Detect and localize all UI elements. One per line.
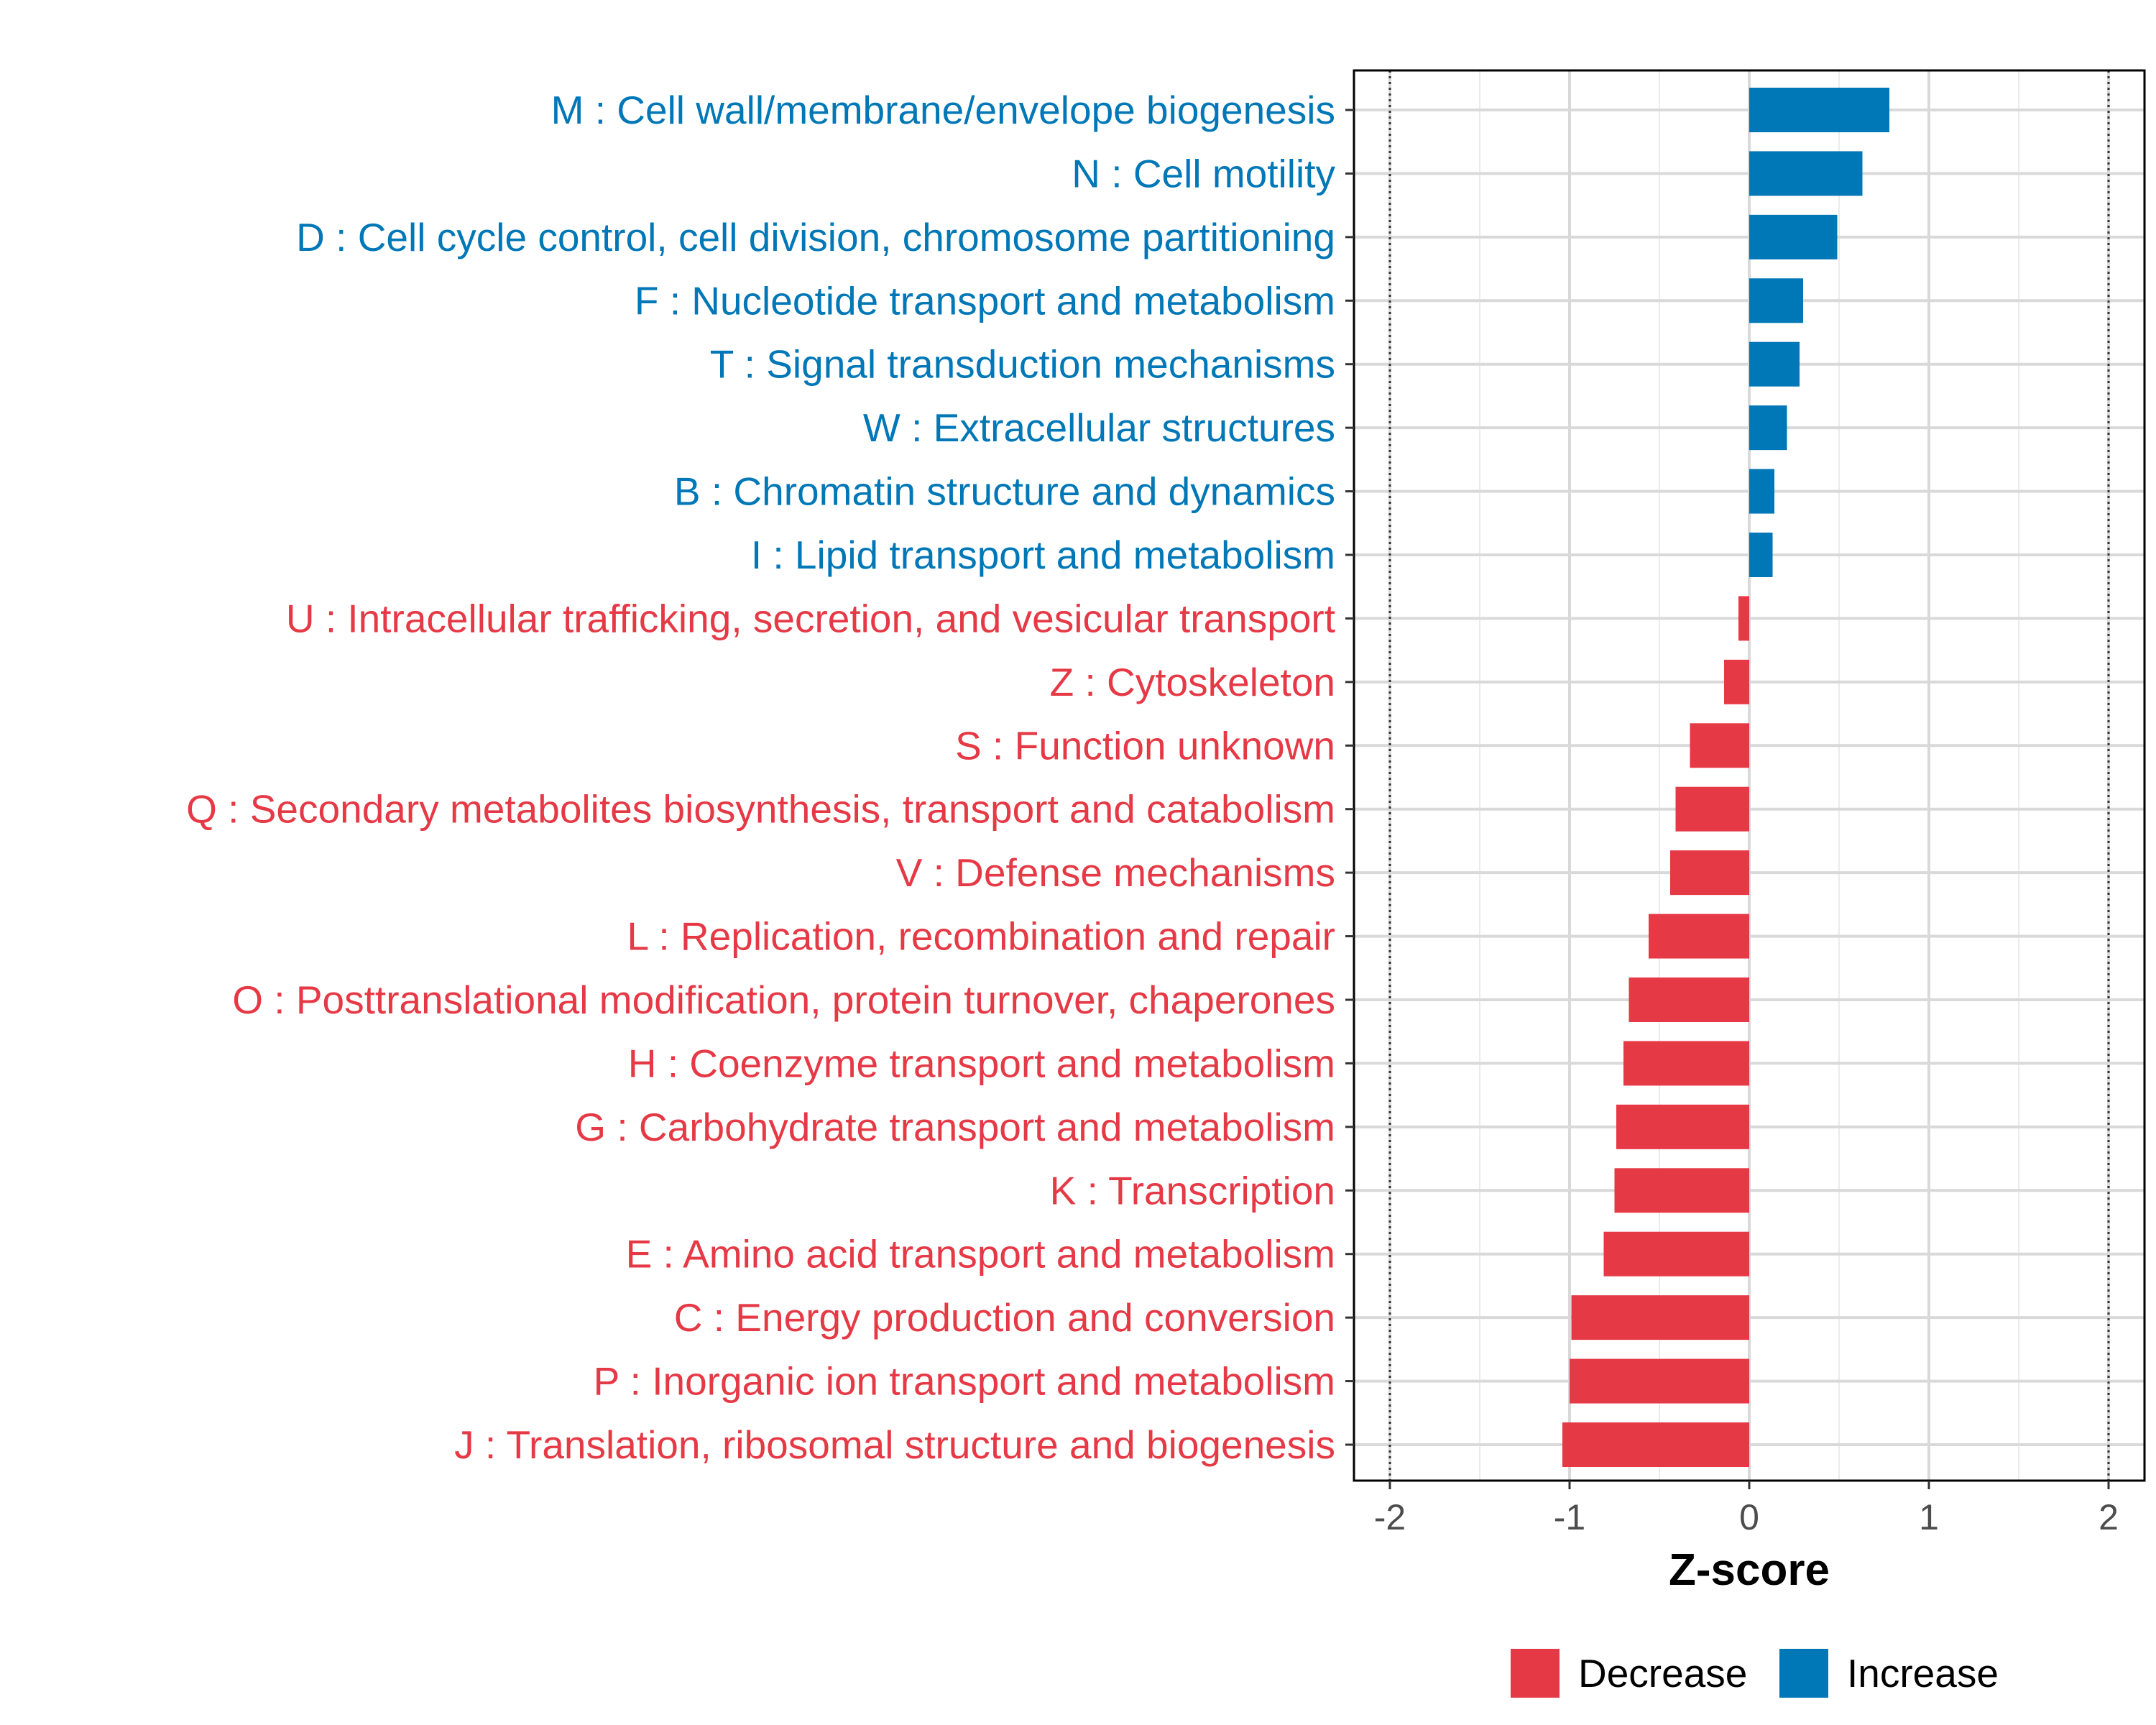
category-label: F : Nucleotide transport and metabolism <box>635 278 1335 323</box>
bar-increase <box>1749 88 1889 132</box>
category-label: I : Lipid transport and metabolism <box>751 533 1335 577</box>
legend-key-increase <box>1779 1649 1828 1698</box>
x-tick-label: 0 <box>1739 1497 1759 1537</box>
category-label: K : Transcription <box>1050 1168 1335 1213</box>
category-label: U : Intracellular trafficking, secretion… <box>286 596 1335 640</box>
legend-key-decrease <box>1511 1649 1560 1698</box>
bar-decrease <box>1562 1422 1749 1467</box>
category-label: D : Cell cycle control, cell division, c… <box>296 215 1335 259</box>
bar-decrease <box>1649 914 1749 959</box>
bar-decrease <box>1603 1231 1749 1276</box>
bar-decrease <box>1675 786 1749 832</box>
bar-layer <box>1562 88 1889 1467</box>
bar-increase <box>1749 151 1863 196</box>
category-label: C : Energy production and conversion <box>674 1295 1335 1340</box>
x-tick-label: 1 <box>1919 1497 1939 1537</box>
bar-decrease <box>1724 659 1749 704</box>
x-axis-title: Z-score <box>1669 1545 1830 1595</box>
bar-decrease <box>1614 1168 1749 1213</box>
bar-decrease <box>1571 1295 1749 1340</box>
bar-increase <box>1749 341 1800 387</box>
bar-increase <box>1749 405 1787 451</box>
y-axis-category-labels: M : Cell wall/membrane/envelope biogenes… <box>186 88 1335 1467</box>
category-label: W : Extracellular structures <box>863 405 1335 450</box>
bar-increase <box>1749 469 1774 514</box>
legend-label-increase: Increase <box>1847 1651 1999 1696</box>
category-label: V : Defense mechanisms <box>896 850 1335 895</box>
bar-decrease <box>1628 978 1749 1022</box>
category-label: P : Inorganic ion transport and metaboli… <box>594 1359 1335 1404</box>
bar-decrease <box>1570 1358 1749 1404</box>
x-axis-ticks: -2 -1 0 1 2 <box>1374 1481 2119 1537</box>
category-label: L : Replication, recombination and repai… <box>627 914 1335 959</box>
category-label: Z : Cytoskeleton <box>1050 660 1335 704</box>
category-label: J : Translation, ribosomal structure and… <box>454 1422 1335 1467</box>
x-tick-label: -2 <box>1374 1497 1406 1537</box>
category-label: B : Chromatin structure and dynamics <box>674 469 1335 514</box>
category-label: Q : Secondary metabolites biosynthesis, … <box>186 787 1335 832</box>
category-label: O : Posttranslational modification, prot… <box>232 978 1335 1022</box>
bar-decrease <box>1690 723 1749 768</box>
bar-decrease <box>1738 596 1749 641</box>
bar-decrease <box>1616 1104 1749 1149</box>
category-label: G : Carbohydrate transport and metabolis… <box>575 1105 1335 1149</box>
x-tick-label: -1 <box>1554 1497 1585 1537</box>
category-label: S : Function unknown <box>955 723 1335 768</box>
bar-increase <box>1749 278 1803 323</box>
bar-increase <box>1749 533 1773 577</box>
legend-label-decrease: Decrease <box>1578 1651 1747 1696</box>
bar-decrease <box>1623 1041 1749 1086</box>
category-label: H : Coenzyme transport and metabolism <box>628 1041 1335 1085</box>
y-axis-ticks <box>1345 109 1354 1446</box>
x-tick-label: 2 <box>2099 1497 2119 1537</box>
bar-decrease <box>1670 850 1749 896</box>
legend: Decrease Increase <box>1511 1649 1999 1698</box>
category-label: N : Cell motility <box>1072 151 1335 196</box>
bar-increase <box>1749 214 1838 259</box>
category-label: E : Amino acid transport and metabolism <box>626 1232 1335 1276</box>
category-label: T : Signal transduction mechanisms <box>710 342 1335 387</box>
category-label: M : Cell wall/membrane/envelope biogenes… <box>551 88 1335 132</box>
